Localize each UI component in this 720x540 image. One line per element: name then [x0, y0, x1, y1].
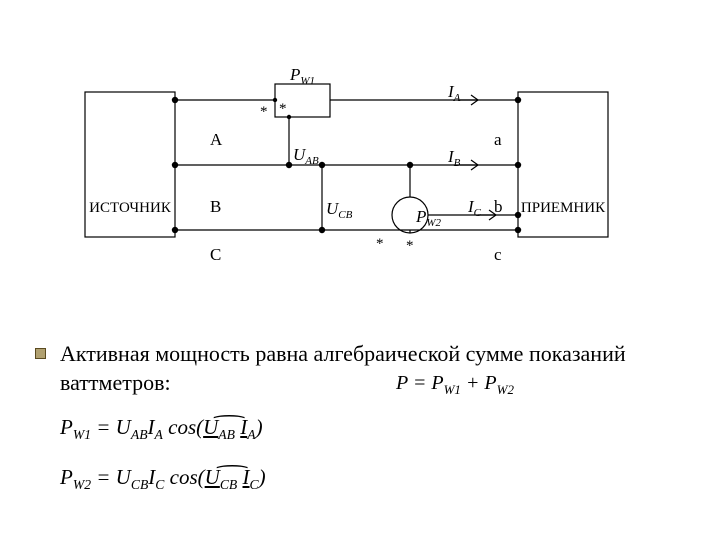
- phase-c: c: [494, 245, 502, 264]
- ucb-label: UCB: [326, 199, 353, 221]
- phase-A: A: [210, 130, 223, 149]
- formula-total-power: P = PW1 + PW2: [396, 372, 514, 398]
- svg-text:*: *: [406, 238, 414, 254]
- pw1-label: PW1: [289, 65, 315, 87]
- two-wattmeter-circuit: ИСТОЧНИК ПРИЕМНИК PW1 IA IB IC UAB UCB P…: [0, 0, 720, 300]
- ia-arrow: [460, 95, 478, 105]
- svg-text:*: *: [279, 101, 287, 117]
- phase-C: C: [210, 245, 221, 264]
- caption-text: Активная мощность равна алгебраической с…: [60, 340, 660, 397]
- ib-label: IB: [447, 147, 461, 169]
- uab-label: UAB: [293, 145, 319, 167]
- ic-label: IC: [467, 197, 482, 219]
- pw2-label: PW2: [415, 207, 442, 229]
- phase-B: B: [210, 197, 221, 216]
- ib-arrow: [460, 160, 478, 170]
- formula-pw2: PW2 = UCBIC cos(UCB IC): [60, 465, 266, 493]
- ia-label: IA: [447, 82, 461, 104]
- receiver-label: ПРИЕМНИК: [521, 200, 606, 216]
- phase-a: a: [494, 130, 502, 149]
- phase-b: b: [494, 197, 503, 216]
- svg-text:*: *: [376, 236, 384, 252]
- bullet-icon: [35, 348, 46, 359]
- source-label: ИСТОЧНИК: [89, 200, 172, 216]
- formula-pw1: PW1 = UABIA cos(UAB IA): [60, 415, 263, 443]
- svg-text:*: *: [260, 104, 268, 120]
